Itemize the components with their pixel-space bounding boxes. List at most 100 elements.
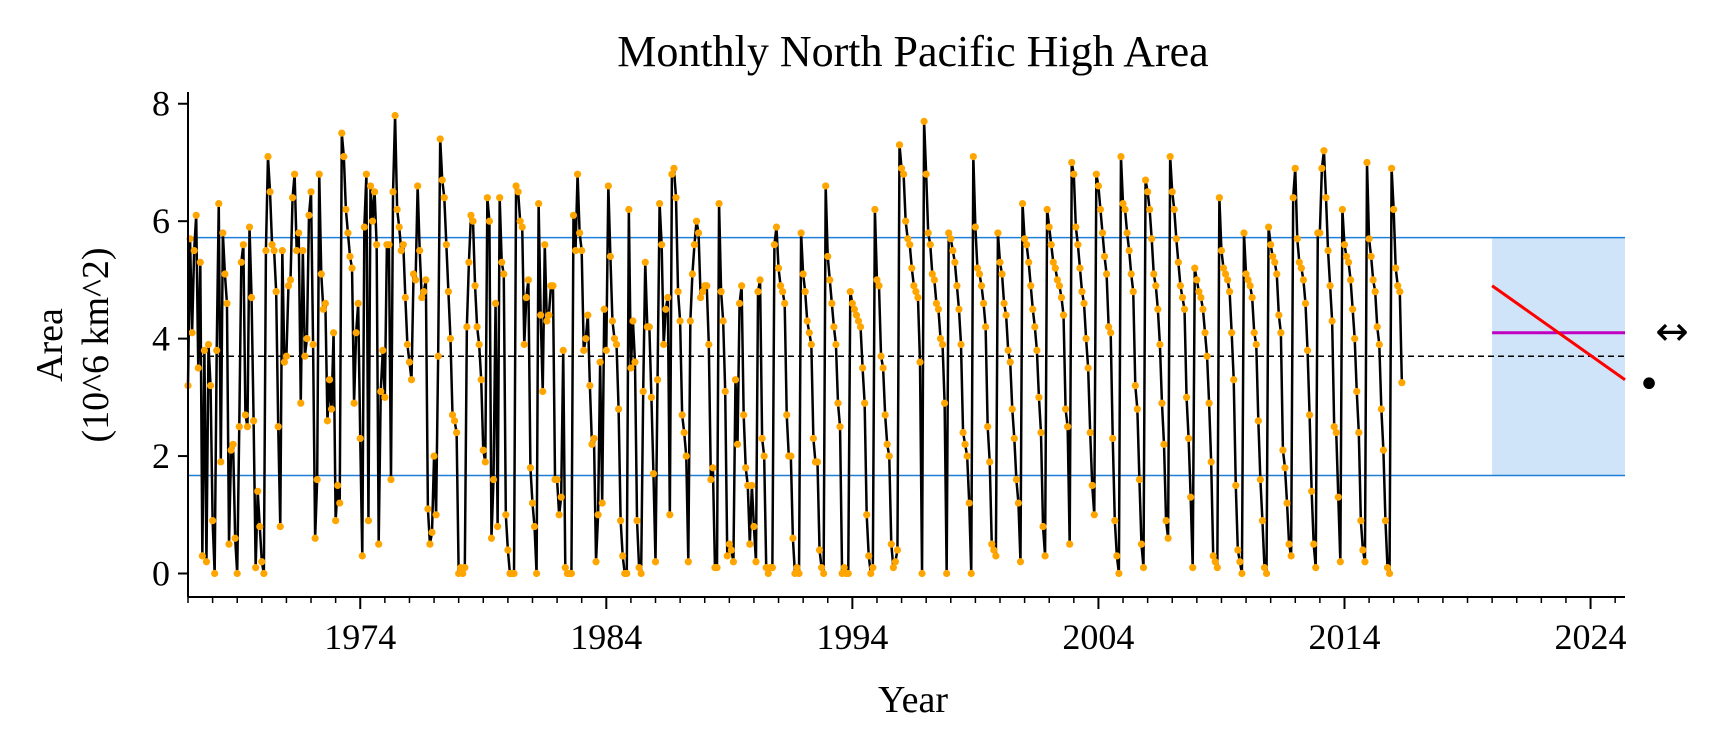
data-point bbox=[588, 440, 596, 448]
data-point bbox=[742, 464, 750, 472]
data-point bbox=[1295, 258, 1303, 266]
data-point bbox=[1061, 405, 1070, 413]
data-point bbox=[1107, 329, 1115, 337]
data-point bbox=[1351, 335, 1359, 343]
data-point bbox=[1072, 223, 1080, 231]
data-point bbox=[926, 241, 934, 249]
data-point bbox=[307, 188, 315, 196]
data-point bbox=[1068, 158, 1076, 167]
data-point bbox=[1094, 182, 1102, 190]
data-point bbox=[393, 205, 401, 214]
data-point bbox=[955, 305, 963, 313]
data-point bbox=[1033, 346, 1041, 354]
data-point bbox=[391, 111, 399, 120]
data-point bbox=[1238, 569, 1246, 578]
data-point bbox=[1371, 288, 1379, 296]
data-point bbox=[1000, 299, 1008, 307]
data-point bbox=[1279, 446, 1287, 454]
data-point bbox=[1039, 522, 1047, 531]
data-point bbox=[836, 423, 844, 431]
data-point bbox=[1322, 194, 1330, 202]
data-point bbox=[1125, 246, 1133, 255]
data-point bbox=[707, 475, 715, 484]
data-point bbox=[1096, 205, 1105, 214]
data-point bbox=[1242, 270, 1250, 278]
data-point bbox=[1043, 205, 1051, 214]
data-point bbox=[682, 452, 690, 460]
data-point bbox=[875, 282, 883, 290]
data-point bbox=[1230, 376, 1238, 384]
data-point bbox=[274, 423, 282, 431]
data-point bbox=[1299, 276, 1308, 284]
data-point bbox=[227, 446, 235, 454]
data-point bbox=[1051, 264, 1059, 272]
data-point bbox=[988, 540, 996, 548]
data-point bbox=[209, 517, 217, 525]
data-point bbox=[684, 558, 692, 566]
y-axis-label-line2: (10^6 km^2) bbox=[75, 247, 117, 442]
data-point bbox=[746, 540, 754, 548]
data-point bbox=[491, 299, 500, 307]
data-point bbox=[690, 241, 699, 249]
data-point bbox=[487, 534, 496, 542]
data-point bbox=[467, 211, 475, 219]
data-point bbox=[190, 246, 198, 255]
data-point bbox=[1398, 379, 1406, 387]
data-point bbox=[1189, 564, 1197, 572]
data-point bbox=[858, 364, 867, 372]
data-point bbox=[535, 199, 543, 208]
data-point bbox=[301, 352, 309, 360]
data-point bbox=[828, 299, 836, 307]
data-point bbox=[1016, 558, 1025, 566]
data-point bbox=[740, 411, 748, 419]
data-point bbox=[721, 387, 729, 396]
axes bbox=[187, 92, 1625, 598]
data-point bbox=[754, 288, 762, 296]
data-point bbox=[272, 288, 280, 296]
data-point bbox=[217, 458, 225, 466]
data-point bbox=[268, 241, 276, 249]
data-point bbox=[297, 399, 305, 407]
data-point bbox=[360, 223, 368, 231]
data-point bbox=[553, 475, 561, 484]
data-point bbox=[1320, 147, 1328, 155]
data-point bbox=[424, 505, 432, 513]
data-point bbox=[612, 340, 621, 349]
data-point bbox=[584, 311, 592, 319]
y-tick-label: 8 bbox=[152, 84, 170, 124]
data-point bbox=[211, 569, 219, 578]
data-point bbox=[1162, 517, 1170, 525]
data-point bbox=[543, 317, 551, 325]
data-point bbox=[1055, 282, 1064, 290]
data-point bbox=[961, 440, 969, 448]
data-point bbox=[409, 270, 418, 278]
data-point bbox=[1150, 270, 1158, 278]
data-point bbox=[992, 552, 1000, 560]
data-point bbox=[323, 417, 332, 425]
data-point bbox=[727, 546, 735, 554]
x-tick-label: 1984 bbox=[570, 617, 642, 657]
data-point bbox=[1303, 346, 1312, 354]
data-point bbox=[354, 299, 362, 307]
data-point bbox=[1336, 558, 1344, 566]
data-point bbox=[854, 317, 863, 325]
data-point bbox=[1301, 299, 1310, 307]
data-point bbox=[414, 182, 422, 190]
data-point bbox=[803, 317, 811, 325]
data-point bbox=[674, 288, 682, 296]
data-point bbox=[539, 387, 547, 396]
data-point bbox=[1066, 540, 1074, 548]
data-point bbox=[192, 211, 200, 219]
data-point bbox=[1187, 493, 1195, 501]
data-point bbox=[783, 411, 791, 419]
data-point bbox=[477, 376, 485, 384]
data-point bbox=[1205, 399, 1213, 407]
data-point bbox=[1346, 276, 1355, 284]
y-axis-label-line1: Area bbox=[29, 308, 71, 382]
data-point bbox=[1250, 329, 1258, 337]
data-point bbox=[1018, 199, 1027, 208]
data-point bbox=[221, 270, 229, 278]
data-point bbox=[1359, 546, 1367, 554]
data-point bbox=[1240, 229, 1248, 237]
